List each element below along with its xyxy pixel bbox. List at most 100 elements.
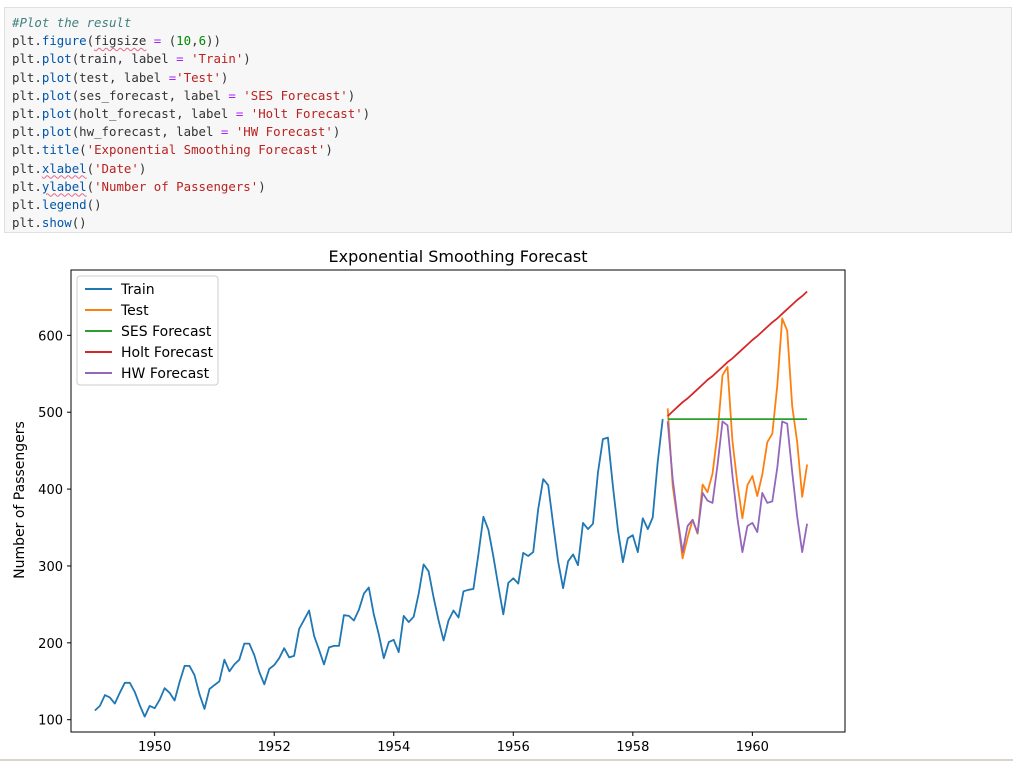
code-token: ) bbox=[138, 160, 147, 176]
code-cell[interactable]: #Plot the result plt.figure(figsize = (10… bbox=[4, 7, 1012, 233]
code-token: . bbox=[34, 105, 42, 121]
code-token: . bbox=[34, 69, 42, 85]
code-line: plt.xlabel('Date') bbox=[12, 160, 1011, 178]
legend-label: HW Forecast bbox=[121, 366, 210, 382]
code-token bbox=[243, 106, 250, 121]
code-token: plt bbox=[12, 178, 35, 194]
code-token: plt bbox=[12, 69, 35, 85]
code-token: plot bbox=[41, 51, 72, 67]
code-token: (test, label bbox=[71, 69, 169, 85]
code-token: 6 bbox=[198, 33, 207, 49]
code-token: )) bbox=[206, 33, 221, 49]
y-tick-label: 500 bbox=[38, 406, 63, 421]
code-token: . bbox=[34, 160, 42, 176]
x-tick-label: 1950 bbox=[138, 740, 171, 755]
code-token: ( bbox=[86, 160, 95, 176]
code-token: ) bbox=[332, 124, 341, 140]
code-token: 'Number of Passengers' bbox=[94, 178, 259, 194]
code-token: = bbox=[168, 69, 177, 85]
divider bbox=[0, 759, 1013, 761]
y-tick-label: 400 bbox=[38, 483, 63, 498]
x-tick-label: 1954 bbox=[377, 740, 410, 755]
code-token: ylabel bbox=[41, 178, 87, 194]
x-tick-label: 1960 bbox=[736, 740, 769, 755]
code-token: (hw_forecast, label bbox=[71, 124, 221, 140]
code-token bbox=[228, 124, 235, 139]
code-token: 'Test' bbox=[176, 69, 221, 85]
code-token: ( bbox=[168, 33, 177, 49]
legend: Train Test SES Forecast Holt Forecast HW For… bbox=[76, 275, 219, 386]
y-tick-label: 300 bbox=[38, 560, 63, 575]
code-token: . bbox=[34, 142, 42, 158]
code-line: #Plot the result bbox=[12, 14, 1011, 32]
code-line: plt.ylabel('Number of Passengers') bbox=[12, 178, 1011, 196]
series-line-train bbox=[94, 418, 664, 718]
code-line: plt.plot(hw_forecast, label = 'HW Foreca… bbox=[12, 123, 1011, 141]
code-line: plt.show() bbox=[12, 214, 1011, 232]
code-token: plt bbox=[12, 33, 35, 49]
chart-canvas: Exponential Smoothing Forecast Number of… bbox=[12, 247, 846, 755]
code-line: plt.plot(train, label = 'Train') bbox=[12, 50, 1011, 68]
code-token: 'SES Forecast' bbox=[243, 87, 348, 103]
y-tick-label: 200 bbox=[38, 637, 63, 652]
legend-box bbox=[76, 275, 219, 386]
code-token: . bbox=[34, 215, 42, 231]
code-token: plt bbox=[12, 196, 35, 212]
plot-lines bbox=[94, 290, 808, 718]
series-line-hw-forecast bbox=[666, 420, 808, 554]
legend-label: SES Forecast bbox=[121, 324, 212, 340]
chart: Exponential Smoothing Forecast Number of… bbox=[0, 240, 1013, 762]
code-token: 'Train' bbox=[191, 51, 244, 67]
code-token: plt bbox=[12, 87, 35, 103]
code-token: plt bbox=[12, 215, 35, 231]
code-token: plot bbox=[41, 87, 72, 103]
y-tick-label: 600 bbox=[38, 329, 63, 344]
code-line: plt.plot(holt_forecast, label = 'Holt Fo… bbox=[12, 105, 1011, 123]
code-token: ) bbox=[347, 87, 356, 103]
code-token: () bbox=[86, 196, 102, 212]
code-token: , bbox=[191, 33, 199, 49]
legend-label: Train bbox=[120, 282, 155, 298]
y-axis-label: Number of Passengers bbox=[12, 421, 28, 579]
code-token: ) bbox=[220, 69, 229, 85]
code-token: legend bbox=[41, 196, 87, 212]
code-token: . bbox=[34, 124, 42, 140]
code-token: title bbox=[41, 142, 80, 158]
x-tick-label: 1958 bbox=[616, 740, 649, 755]
code-token: . bbox=[34, 178, 42, 194]
code-token: = bbox=[235, 105, 244, 121]
chart-title: Exponential Smoothing Forecast bbox=[329, 247, 588, 266]
x-tick-label: 1956 bbox=[497, 740, 530, 755]
code-token: . bbox=[34, 87, 42, 103]
code-token: plt bbox=[12, 160, 35, 176]
code-token: plt bbox=[12, 51, 35, 67]
code-token: figure bbox=[41, 33, 87, 49]
code-token: 'HW Forecast' bbox=[235, 124, 333, 140]
code-line: plt.plot(ses_forecast, label = 'SES Fore… bbox=[12, 87, 1011, 105]
code-line: plt.title('Exponential Smoothing Forecas… bbox=[12, 141, 1011, 159]
code-token: 'Exponential Smoothing Forecast' bbox=[86, 142, 326, 158]
code-token bbox=[184, 51, 191, 66]
code-token: ) bbox=[325, 142, 333, 158]
code-token: show bbox=[41, 215, 72, 231]
code-token: ( bbox=[86, 178, 95, 194]
code-token: plot bbox=[41, 105, 72, 121]
code-token: plt bbox=[12, 105, 35, 121]
code-token: = bbox=[146, 33, 169, 49]
code-token: . bbox=[34, 33, 42, 49]
legend-label: Holt Forecast bbox=[121, 345, 214, 361]
code-token: . bbox=[34, 51, 42, 67]
axes: 1950 1952 1954 1956 1958 1960 100 200 300 400 500 6… bbox=[38, 269, 846, 755]
code-token: plot bbox=[41, 124, 72, 140]
code-token: plt bbox=[12, 124, 35, 140]
code-token: ) bbox=[362, 105, 371, 121]
y-tick-label: 100 bbox=[38, 714, 63, 729]
code-line: plt.figure(figsize = (10,6)) bbox=[12, 32, 1011, 50]
code-token: (ses_forecast, label bbox=[71, 87, 229, 103]
code-token: xlabel bbox=[41, 160, 87, 176]
code-token: ( bbox=[86, 33, 95, 49]
code-line: plt.legend() bbox=[12, 196, 1011, 214]
code-line: plt.plot(test, label ='Test') bbox=[12, 69, 1011, 87]
code-token: 'Holt Forecast' bbox=[250, 105, 363, 121]
code-token: #Plot the result bbox=[12, 15, 132, 30]
